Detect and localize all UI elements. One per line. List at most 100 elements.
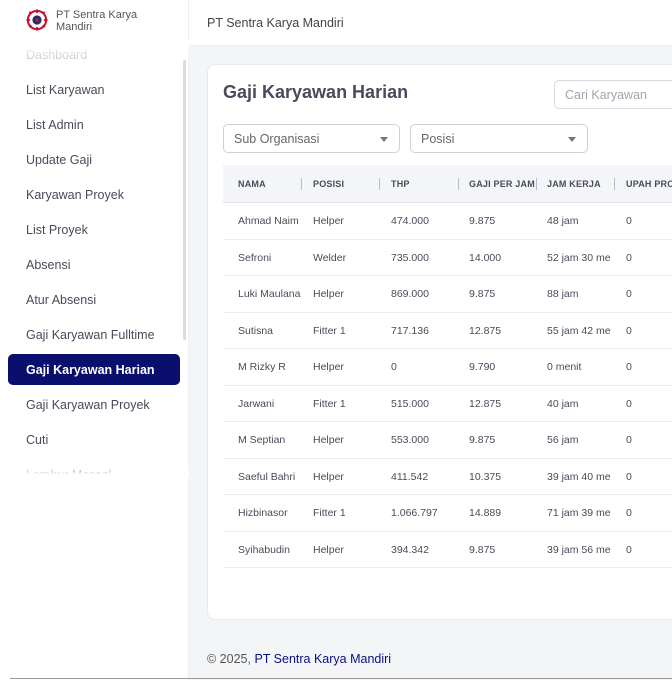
footer-company-link[interactable]: PT Sentra Karya Mandiri: [254, 652, 392, 666]
column-header-thp[interactable]: THP: [391, 179, 410, 189]
cell-nama: M Septian: [238, 434, 286, 446]
cell-nama: Hizbinasor: [238, 507, 288, 519]
cell-nama: Ahmad Naim: [238, 215, 299, 227]
cell-posisi: Helper: [313, 288, 344, 300]
sidebar-item-karyawan-proyek[interactable]: Karyawan Proyek: [26, 187, 124, 202]
sidebar-item-list-karyawan[interactable]: List Karyawan: [26, 82, 105, 97]
cell-upah-proj: 0: [626, 324, 632, 337]
cell-posisi: Helper: [313, 434, 344, 446]
posisi-select[interactable]: Posisi: [410, 124, 588, 153]
cell-gaji-per-jam: 9.875: [469, 434, 496, 446]
cell-nama: Sutisna: [238, 324, 274, 337]
sidebar-item-dashboard[interactable]: Dashboard: [26, 47, 88, 62]
cell-posisi: Helper: [313, 361, 344, 373]
cell-jam-kerja: 71 jam 39 me: [547, 507, 611, 519]
table-row[interactable]: Saeful Bahri Helper 411.542 10.375 39 jam 40…: [223, 459, 672, 495]
cell-gaji-per-jam: 9.875: [469, 288, 496, 300]
cell-upah-proj: 0: [626, 288, 632, 300]
cell-upah-proj: 0: [626, 434, 632, 446]
cell-thp: 735.000: [391, 251, 429, 264]
column-separator: [458, 178, 459, 190]
cell-upah-proj: 0: [626, 361, 632, 373]
column-header-upah-proj[interactable]: UPAH PROJ: [626, 179, 672, 189]
cell-upah-proj: 0: [626, 470, 632, 483]
sidebar-item-update-gaji[interactable]: Update Gaji: [26, 152, 93, 167]
table-row[interactable]: Ahmad Naim Helper 474.000 9.875 48 jam 0: [223, 203, 672, 240]
cell-nama: Sefroni: [238, 251, 272, 264]
sidebar: PT Sentra Karya Mandiri Dashboard List K…: [0, 0, 189, 680]
cell-nama: Syihabudin: [238, 543, 290, 556]
column-separator: [379, 178, 380, 190]
table-row[interactable]: Syihabudin Helper 394.342 9.875 39 jam 56 me…: [223, 532, 672, 568]
cell-gaji-per-jam: 9.875: [469, 543, 496, 556]
footer: © 2025, PT Sentra Karya Mandiri: [207, 652, 391, 666]
sidebar-item-absensi[interactable]: Absensi: [26, 257, 71, 272]
sidebar-item-lembur-massal[interactable]: Lembur Massal: [26, 467, 112, 479]
table-row[interactable]: Sutisna Fitter 1 717.136 12.875 55 jam 42 me…: [223, 313, 672, 349]
cell-jam-kerja: 88 jam: [547, 288, 579, 300]
sub-organisasi-select[interactable]: Sub Organisasi: [223, 124, 400, 153]
sidebar-item-list-proyek[interactable]: List Proyek: [26, 222, 88, 237]
cell-upah-proj: 0: [626, 215, 632, 227]
sidebar-item-gaji-fulltime[interactable]: Gaji Karyawan Fulltime: [26, 327, 155, 342]
cell-gaji-per-jam: 9.790: [469, 361, 496, 373]
posisi-select-label: Posisi: [421, 131, 455, 146]
cell-gaji-per-jam: 12.875: [469, 324, 502, 337]
cell-posisi: Fitter 1: [313, 507, 346, 519]
search-input[interactable]: [554, 80, 672, 109]
cell-thp: 474.000: [391, 215, 429, 227]
table-row[interactable]: Jarwani Fitter 1 515.000 12.875 40 jam 0: [223, 386, 672, 422]
table-row[interactable]: M Rizky R Helper 0 9.790 0 menit 0: [223, 349, 672, 386]
cell-nama: M Rizky R: [238, 361, 286, 373]
cell-gaji-per-jam: 14.889: [469, 507, 502, 519]
sidebar-item-gaji-proyek[interactable]: Gaji Karyawan Proyek: [26, 397, 150, 412]
cell-jam-kerja: 48 jam: [547, 215, 579, 227]
cell-gaji-per-jam: 14.000: [469, 251, 502, 264]
cell-posisi: Helper: [313, 215, 344, 227]
cell-thp: 515.000: [391, 397, 429, 410]
topbar: PT Sentra Karya Mandiri: [189, 0, 672, 46]
column-separator: [301, 178, 302, 190]
column-header-nama[interactable]: NAMA: [238, 179, 266, 189]
cell-thp: 1.066.797: [391, 507, 438, 519]
cell-thp: 869.000: [391, 288, 429, 300]
footer-copyright: © 2025,: [207, 652, 255, 666]
table-row[interactable]: Luki Maulana Helper 869.000 9.875 88 jam 0: [223, 276, 672, 313]
cell-upah-proj: 0: [626, 543, 632, 556]
chevron-down-icon: [380, 137, 388, 142]
cell-thp: 553.000: [391, 434, 429, 446]
cell-posisi: Helper: [313, 470, 344, 483]
cell-jam-kerja: 52 jam 30 me: [547, 251, 611, 264]
bottom-divider: [10, 678, 672, 679]
sidebar-menu: Dashboard List Karyawan List Admin Updat…: [0, 40, 189, 478]
cell-upah-proj: 0: [626, 397, 632, 410]
cell-posisi: Helper: [313, 543, 344, 556]
page-title: Gaji Karyawan Harian: [223, 82, 409, 102]
sidebar-item-cuti[interactable]: Cuti: [26, 432, 49, 447]
cell-gaji-per-jam: 9.875: [469, 215, 496, 227]
sidebar-item-atur-absensi[interactable]: Atur Absensi: [26, 292, 97, 307]
sidebar-scrollbar[interactable]: [183, 60, 186, 340]
table-header: NAMA POSISI THP GAJI PER JAM JAM KERJA U…: [223, 165, 672, 203]
table-row[interactable]: Hizbinasor Fitter 1 1.066.797 14.889 71 jam …: [223, 495, 672, 532]
cell-upah-proj: 0: [626, 507, 632, 519]
cell-thp: 394.342: [391, 543, 429, 556]
column-header-posisi[interactable]: POSISI: [313, 179, 345, 189]
table-row[interactable]: M Septian Helper 553.000 9.875 56 jam 0: [223, 422, 672, 459]
column-header-jam-kerja[interactable]: JAM KERJA: [547, 179, 601, 189]
cell-gaji-per-jam: 10.375: [469, 470, 502, 483]
brand[interactable]: PT Sentra Karya Mandiri: [26, 9, 166, 33]
salary-table: NAMA POSISI THP GAJI PER JAM JAM KERJA U…: [223, 165, 672, 570]
cell-nama: Saeful Bahri: [238, 470, 296, 483]
column-separator: [614, 178, 615, 190]
cell-jam-kerja: 39 jam 40 me: [547, 470, 611, 483]
column-header-gaji-per-jam[interactable]: GAJI PER JAM: [469, 179, 535, 189]
column-separator: [536, 178, 537, 190]
cell-posisi: Fitter 1: [313, 324, 346, 337]
sidebar-item-list-admin[interactable]: List Admin: [26, 117, 84, 132]
sidebar-item-gaji-harian[interactable]: Gaji Karyawan Harian: [8, 354, 180, 385]
cell-posisi: Fitter 1: [313, 397, 346, 410]
topbar-title: PT Sentra Karya Mandiri: [207, 16, 344, 30]
table-row[interactable]: Sefroni Welder 735.000 14.000 52 jam 30 me 0: [223, 240, 672, 276]
content-card: Gaji Karyawan Harian Sub Organisasi Posi…: [207, 64, 672, 620]
